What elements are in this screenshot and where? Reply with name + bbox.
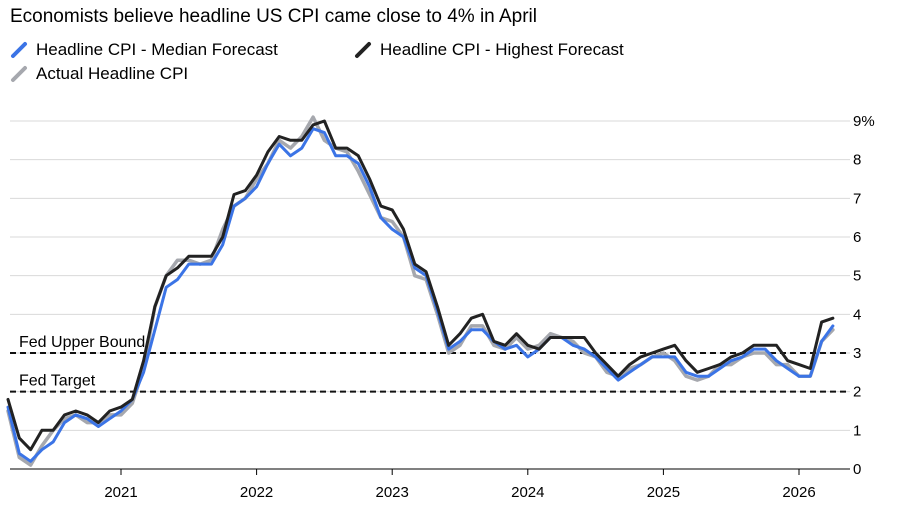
x-tick-label: 2022 xyxy=(240,484,273,501)
reference-label-fed-target: Fed Target xyxy=(19,373,96,390)
reference-label-fed-upper-bound: Fed Upper Bound xyxy=(19,334,145,351)
y-tick-label: 5 xyxy=(853,268,861,285)
legend-item-highest[interactable]: Headline CPI - Highest Forecast xyxy=(354,38,624,62)
series-line-median xyxy=(6,127,835,463)
legend-item-median[interactable]: Headline CPI - Median Forecast xyxy=(10,38,278,62)
series-line-actual xyxy=(6,115,835,467)
y-tick-label: 3 xyxy=(853,345,861,362)
chart-title: Economists believe headline US CPI came … xyxy=(10,6,537,27)
legend-label-highest: Headline CPI - Highest Forecast xyxy=(380,40,624,59)
y-tick-label: 7 xyxy=(853,190,861,207)
y-tick-label: 4 xyxy=(853,306,861,323)
x-tick-label: 2021 xyxy=(104,484,137,501)
y-tick-label: 2 xyxy=(853,384,861,401)
legend-swatch-median xyxy=(11,42,27,58)
y-tick-label: 1 xyxy=(853,422,861,439)
x-tick-label: 2026 xyxy=(782,484,815,501)
y-tick-label: 9% xyxy=(853,113,875,130)
legend-label-actual: Actual Headline CPI xyxy=(36,64,189,83)
x-tick-label: 2023 xyxy=(376,484,409,501)
x-tick-label: 2024 xyxy=(511,484,544,501)
legend-item-actual[interactable]: Actual Headline CPI xyxy=(10,62,188,86)
x-tick-label: 2025 xyxy=(647,484,680,501)
series-line-highest xyxy=(6,119,835,452)
legend-swatch-highest xyxy=(355,42,371,58)
y-tick-label: 6 xyxy=(853,229,861,246)
legend-label-median: Headline CPI - Median Forecast xyxy=(36,40,278,59)
y-tick-label: 8 xyxy=(853,152,861,169)
legend-swatch-actual xyxy=(11,66,27,82)
y-tick-label: 0 xyxy=(853,461,861,478)
